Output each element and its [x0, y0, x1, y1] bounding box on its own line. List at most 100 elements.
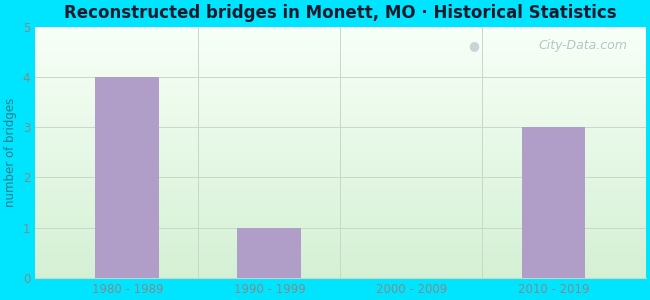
Bar: [35, 174, 646, 175]
Bar: [35, 229, 646, 230]
Bar: [35, 93, 646, 94]
Bar: [35, 103, 646, 104]
Bar: [35, 248, 646, 249]
Bar: [35, 204, 646, 205]
Bar: [35, 274, 646, 275]
Bar: [35, 202, 646, 204]
Bar: [35, 218, 646, 219]
Bar: [35, 76, 646, 77]
Bar: [35, 135, 646, 136]
Bar: [35, 169, 646, 170]
Bar: [35, 260, 646, 262]
Bar: [35, 77, 646, 78]
Bar: [35, 97, 646, 98]
Bar: [35, 104, 646, 106]
Bar: [35, 112, 646, 113]
Bar: [35, 141, 646, 142]
Bar: [237, 228, 302, 278]
Bar: [35, 26, 646, 28]
Bar: [35, 258, 646, 259]
Bar: [35, 234, 646, 235]
Bar: [35, 247, 646, 248]
Bar: [35, 277, 646, 278]
Bar: [35, 106, 646, 107]
Bar: [35, 235, 646, 236]
Bar: [35, 166, 646, 167]
Bar: [35, 221, 646, 223]
Bar: [35, 49, 646, 50]
Bar: [35, 264, 646, 266]
Bar: [35, 91, 646, 92]
Bar: [35, 181, 646, 182]
Bar: [35, 78, 646, 79]
Text: ●: ●: [469, 39, 480, 52]
Bar: [35, 160, 646, 161]
Bar: [35, 116, 646, 117]
Title: Reconstructed bridges in Monett, MO · Historical Statistics: Reconstructed bridges in Monett, MO · Hi…: [64, 4, 617, 22]
Bar: [35, 102, 646, 103]
Bar: [35, 35, 646, 37]
Bar: [35, 224, 646, 225]
Bar: [35, 208, 646, 209]
Bar: [35, 64, 646, 65]
Bar: [35, 69, 646, 70]
Bar: [35, 119, 646, 121]
Bar: [35, 199, 646, 200]
Bar: [35, 132, 646, 134]
Bar: [35, 211, 646, 213]
Bar: [35, 137, 646, 138]
Bar: [35, 111, 646, 112]
Bar: [35, 81, 646, 82]
Bar: [35, 171, 646, 172]
Bar: [35, 180, 646, 181]
Bar: [35, 121, 646, 122]
Bar: [35, 117, 646, 118]
Bar: [35, 45, 646, 46]
Bar: [35, 136, 646, 137]
Bar: [35, 60, 646, 62]
Bar: [35, 85, 646, 87]
Bar: [35, 156, 646, 157]
Bar: [35, 138, 646, 140]
Bar: [35, 34, 646, 35]
Bar: [35, 201, 646, 202]
Bar: [35, 189, 646, 190]
Bar: [35, 161, 646, 162]
Bar: [35, 99, 646, 101]
Bar: [35, 83, 646, 84]
Bar: [35, 172, 646, 174]
Bar: [35, 240, 646, 242]
Bar: [35, 200, 646, 201]
Bar: [35, 273, 646, 274]
Bar: [35, 148, 646, 150]
Bar: [35, 252, 646, 253]
Bar: [35, 190, 646, 191]
Bar: [35, 82, 646, 83]
Bar: [35, 62, 646, 63]
Bar: [35, 226, 646, 228]
Bar: [35, 59, 646, 60]
Bar: [35, 250, 646, 252]
Bar: [35, 176, 646, 177]
Bar: [35, 162, 646, 164]
Y-axis label: number of bridges: number of bridges: [4, 98, 17, 207]
Bar: [35, 40, 646, 42]
Bar: [35, 122, 646, 123]
Bar: [35, 255, 646, 256]
Bar: [35, 87, 646, 88]
Bar: [35, 152, 646, 154]
Bar: [35, 92, 646, 93]
Bar: [35, 151, 646, 152]
Bar: [35, 253, 646, 254]
Bar: [35, 29, 646, 30]
Bar: [35, 72, 646, 73]
Bar: [35, 67, 646, 68]
Bar: [35, 110, 646, 111]
Bar: [35, 230, 646, 231]
Bar: [35, 259, 646, 260]
Bar: [35, 236, 646, 238]
Bar: [35, 65, 646, 67]
Bar: [35, 219, 646, 220]
Bar: [35, 245, 646, 247]
Bar: [35, 58, 646, 59]
